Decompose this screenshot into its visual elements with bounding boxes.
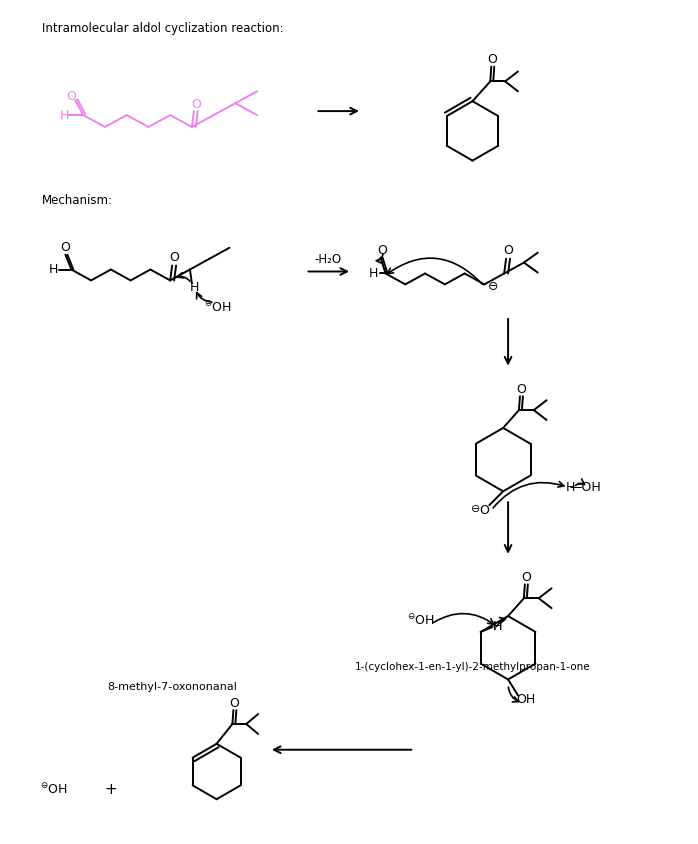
Text: $\ominus$: $\ominus$ <box>470 503 481 514</box>
Text: H: H <box>190 281 200 294</box>
Text: O: O <box>191 98 201 111</box>
Text: H: H <box>493 620 502 634</box>
Text: H: H <box>49 263 58 276</box>
Text: H: H <box>493 620 502 634</box>
Text: H: H <box>369 267 378 280</box>
Text: O: O <box>521 571 530 584</box>
Text: O: O <box>61 241 70 254</box>
Text: O: O <box>230 696 239 710</box>
Text: —OH: —OH <box>570 481 601 494</box>
Text: OH: OH <box>517 693 535 706</box>
Text: O: O <box>66 89 76 103</box>
Text: $\ominus$: $\ominus$ <box>487 280 498 293</box>
Text: Intramolecular aldol cyclization reaction:: Intramolecular aldol cyclization reactio… <box>42 23 283 35</box>
Text: O: O <box>378 244 387 257</box>
Text: 8-methyl-7-oxononanal: 8-methyl-7-oxononanal <box>107 682 237 692</box>
Text: -H₂O: -H₂O <box>315 253 342 266</box>
Text: O: O <box>487 53 497 66</box>
Text: $^{\ominus}$OH: $^{\ominus}$OH <box>204 300 232 315</box>
Text: O: O <box>169 252 179 264</box>
Text: O: O <box>480 504 489 517</box>
Text: O: O <box>516 383 526 396</box>
Text: +: + <box>105 782 117 797</box>
Text: H: H <box>565 481 575 494</box>
Text: H: H <box>60 109 69 122</box>
Text: $^{\ominus}$OH: $^{\ominus}$OH <box>407 613 435 627</box>
Text: $^{\ominus}$OH: $^{\ominus}$OH <box>40 782 68 797</box>
Text: 1-(cyclohex-1-en-1-yl)-2-methylpropan-1-one: 1-(cyclohex-1-en-1-yl)-2-methylpropan-1-… <box>355 662 591 672</box>
Text: O: O <box>503 244 513 257</box>
Text: Mechanism:: Mechanism: <box>42 194 112 207</box>
